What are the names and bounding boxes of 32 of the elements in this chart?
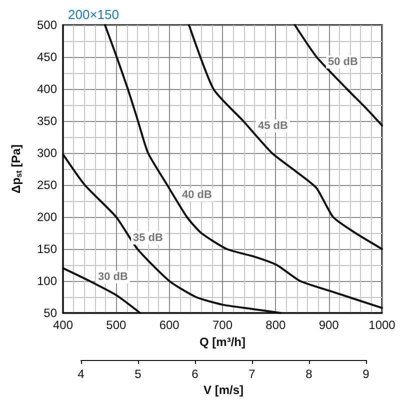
y-tick-label: 350 (36, 114, 58, 128)
x-tick-label: 500 (106, 318, 126, 332)
series-label: 40 dB (182, 189, 212, 201)
series-label: 35 dB (133, 232, 164, 244)
x-tick-label: 900 (318, 318, 340, 332)
series-label: 50 dB (328, 56, 358, 68)
y-tick-label: 100 (36, 274, 58, 288)
y-tick-label: 250 (36, 178, 58, 192)
x2-tick-label: 4 (78, 367, 85, 381)
x-tick-label: 600 (159, 318, 180, 332)
y-tick-label: 500 (36, 18, 58, 32)
x2-tick-label: 7 (248, 367, 256, 381)
y-tick-label: 150 (36, 242, 58, 256)
x-tick-label: 700 (212, 318, 233, 332)
x-tick-label: 400 (52, 318, 74, 332)
series-label: 30 dB (98, 271, 128, 283)
x-tick-label: 1000 (368, 318, 396, 332)
x-axis-title: Q [m³/h] (200, 334, 246, 349)
chart-title: 200×150 (68, 7, 119, 22)
y-axis-title: Δpst [Pa] (9, 144, 24, 194)
series-label: 45 dB (258, 120, 288, 132)
x2-axis-title: V [m/s] (203, 383, 244, 397)
x2-tick-label: 5 (134, 367, 142, 381)
x2-tick-label: 6 (192, 367, 199, 381)
x2-tick-label: 8 (306, 367, 313, 381)
y-tick-label: 400 (36, 82, 58, 96)
x-tick-label: 800 (266, 318, 286, 332)
y-tick-label: 450 (36, 50, 58, 64)
y-tick-label: 300 (36, 146, 58, 160)
x2-tick-label: 9 (362, 367, 370, 381)
y-tick-label: 200 (36, 210, 58, 224)
y-tick-label: 50 (44, 306, 58, 320)
